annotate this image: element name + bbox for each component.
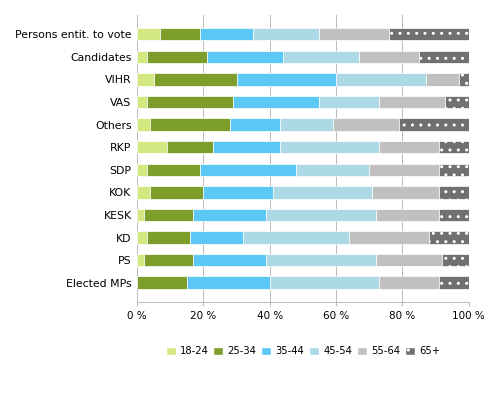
Bar	[233, 96, 320, 108]
Bar	[214, 141, 280, 153]
Bar	[194, 254, 266, 266]
Bar	[379, 96, 446, 108]
Bar	[200, 28, 253, 40]
Bar	[379, 276, 439, 289]
Bar	[266, 209, 376, 221]
Bar	[280, 141, 379, 153]
Bar	[137, 254, 143, 266]
Legend: 18-24, 25-34, 35-44, 45-54, 55-64, 65+: 18-24, 25-34, 35-44, 45-54, 55-64, 65+	[164, 344, 442, 358]
Bar	[150, 186, 204, 198]
Bar	[236, 73, 336, 86]
Bar	[253, 28, 320, 40]
Bar	[439, 186, 468, 198]
Bar	[147, 164, 200, 176]
Bar	[137, 28, 160, 40]
Bar	[336, 73, 426, 86]
Bar	[190, 231, 243, 244]
Bar	[200, 164, 296, 176]
Bar	[359, 51, 419, 63]
Bar	[270, 276, 379, 289]
Bar	[442, 254, 468, 266]
Bar	[332, 118, 399, 131]
Bar	[439, 209, 468, 221]
Bar	[154, 73, 236, 86]
Bar	[144, 254, 194, 266]
Bar	[147, 231, 190, 244]
Bar	[320, 96, 379, 108]
Bar	[137, 186, 150, 198]
Bar	[206, 51, 283, 63]
Bar	[204, 186, 273, 198]
Bar	[426, 73, 458, 86]
Bar	[376, 254, 442, 266]
Bar	[419, 51, 469, 63]
Bar	[296, 164, 369, 176]
Bar	[137, 118, 150, 131]
Bar	[283, 51, 359, 63]
Bar	[266, 254, 376, 266]
Bar	[160, 28, 200, 40]
Bar	[446, 96, 468, 108]
Bar	[137, 209, 143, 221]
Bar	[147, 96, 233, 108]
Bar	[137, 164, 147, 176]
Bar	[389, 28, 468, 40]
Bar	[399, 118, 468, 131]
Bar	[376, 209, 439, 221]
Bar	[187, 276, 270, 289]
Bar	[439, 141, 468, 153]
Bar	[167, 141, 214, 153]
Bar	[439, 276, 468, 289]
Bar	[137, 96, 147, 108]
Bar	[147, 51, 206, 63]
Bar	[137, 141, 167, 153]
Bar	[230, 118, 280, 131]
Bar	[429, 231, 469, 244]
Bar	[280, 118, 332, 131]
Bar	[350, 231, 429, 244]
Bar	[150, 118, 230, 131]
Bar	[137, 276, 187, 289]
Bar	[137, 73, 154, 86]
Bar	[243, 231, 350, 244]
Bar	[144, 209, 194, 221]
Bar	[137, 231, 147, 244]
Bar	[320, 28, 389, 40]
Bar	[137, 51, 147, 63]
Bar	[273, 186, 372, 198]
Bar	[379, 141, 439, 153]
Bar	[439, 164, 468, 176]
Bar	[194, 209, 266, 221]
Bar	[369, 164, 439, 176]
Bar	[372, 186, 439, 198]
Bar	[458, 73, 468, 86]
